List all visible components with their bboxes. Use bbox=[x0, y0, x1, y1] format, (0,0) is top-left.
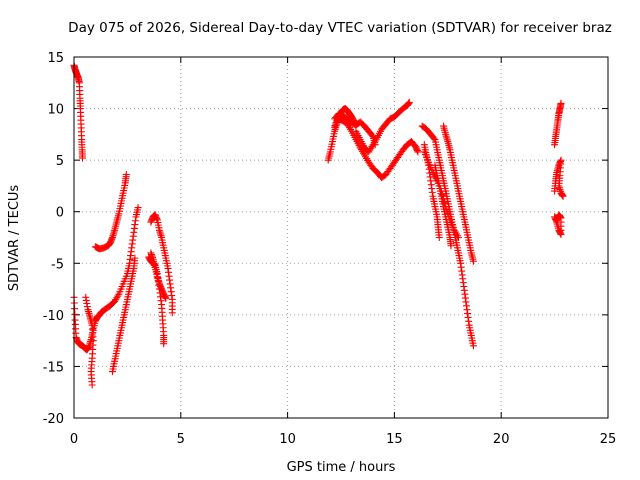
y-tick-label: -10 bbox=[43, 309, 64, 324]
data-point bbox=[447, 242, 455, 250]
x-tick-label: 10 bbox=[279, 432, 296, 447]
x-tick-label: 20 bbox=[493, 432, 510, 447]
data-point bbox=[79, 154, 87, 162]
x-axis-label: GPS time / hours bbox=[287, 460, 396, 475]
data-point bbox=[414, 148, 422, 156]
y-axis-label: SDTVAR / TECUs bbox=[7, 185, 22, 292]
data-point bbox=[454, 234, 462, 241]
data-point bbox=[368, 131, 376, 139]
data-point bbox=[371, 141, 379, 149]
data-point bbox=[469, 257, 477, 265]
data-point bbox=[134, 204, 142, 212]
data-point bbox=[160, 340, 168, 348]
x-tick-label: 0 bbox=[70, 432, 78, 447]
data-point bbox=[168, 309, 176, 317]
y-tick-label: -5 bbox=[51, 257, 64, 272]
data-points bbox=[70, 61, 567, 389]
x-tick-label: 25 bbox=[600, 432, 617, 447]
x-tick-label: 15 bbox=[386, 432, 403, 447]
y-tick-label: -15 bbox=[43, 360, 64, 375]
chart-title: Day 075 of 2026, Sidereal Day-to-day VTE… bbox=[68, 20, 612, 36]
y-tick-label: 15 bbox=[47, 51, 64, 66]
data-point bbox=[430, 134, 438, 142]
y-tick-label: 10 bbox=[47, 103, 64, 118]
data-point bbox=[122, 171, 130, 179]
plot-frame bbox=[73, 56, 609, 419]
y-tick-labels: -20 -15 -10 -5 0 5 10 15 bbox=[43, 51, 64, 427]
data-point bbox=[559, 192, 567, 200]
data-point bbox=[469, 342, 477, 350]
data-point bbox=[557, 99, 565, 107]
x-tick-label: 5 bbox=[177, 432, 185, 447]
data-point bbox=[435, 234, 443, 241]
y-tick-label: -20 bbox=[43, 412, 64, 427]
data-point bbox=[162, 294, 170, 302]
data-point bbox=[553, 216, 561, 224]
y-tick-label: 5 bbox=[56, 154, 64, 169]
data-point bbox=[131, 254, 139, 262]
x-tick-labels: 0 5 10 15 20 25 bbox=[70, 432, 616, 447]
data-point bbox=[405, 98, 413, 106]
data-point bbox=[88, 381, 96, 389]
y-tick-label: 0 bbox=[56, 206, 64, 221]
